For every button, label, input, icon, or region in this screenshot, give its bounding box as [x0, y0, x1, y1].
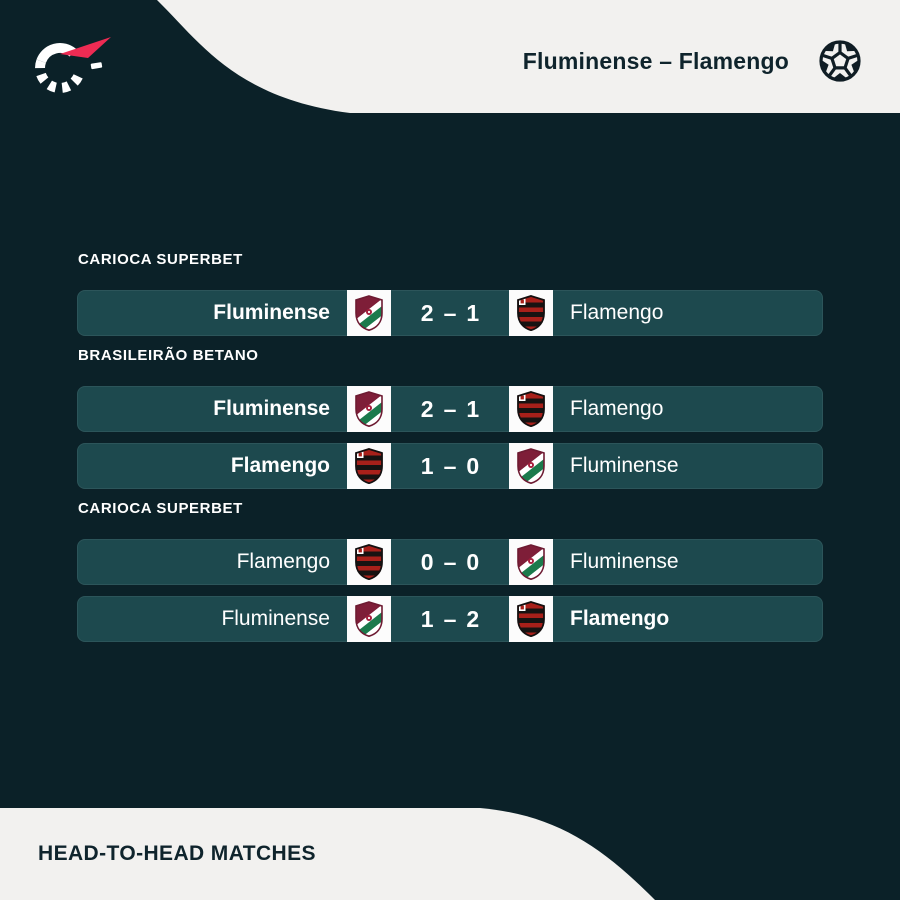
home-team-crest-badge [347, 386, 391, 432]
fluminense-crest-icon [354, 391, 384, 427]
home-team-name: Flamengo [230, 454, 330, 477]
match-row[interactable]: Flamengo 0 – 0 Fluminense [77, 539, 823, 585]
home-team-name: Flamengo [236, 550, 330, 573]
section-label: CARIOCA SUPERBET [78, 251, 243, 268]
bottom-panel-shape [0, 808, 655, 900]
match-row[interactable]: Fluminense 2 – 1 Flamengo [77, 386, 823, 432]
home-team-crest-badge [347, 596, 391, 642]
away-score: 0 [466, 452, 480, 479]
score-dash: – [443, 299, 457, 326]
away-team-name: Flamengo [570, 301, 664, 324]
section-carioca-superbet-2: CARIOCA SUPERBET Flamengo 0 – 0 Fluminen… [77, 500, 823, 642]
score-dash: – [443, 452, 457, 479]
home-team-name: Fluminense [213, 301, 330, 324]
score: 2 – 1 [391, 290, 509, 336]
away-score: 1 [466, 299, 480, 326]
page-title: Fluminense – Flamengo [522, 47, 789, 74]
football-icon [819, 40, 861, 82]
fluminense-crest-icon [354, 601, 384, 637]
flamengo-crest-icon [516, 601, 546, 637]
home-team-crest-badge [347, 290, 391, 336]
home-team-crest-badge [347, 443, 391, 489]
away-team-name: Flamengo [570, 397, 664, 420]
away-team-name: Fluminense [570, 550, 679, 573]
score: 1 – 0 [391, 443, 509, 489]
score-dash: – [443, 605, 457, 632]
section-label: CARIOCA SUPERBET [78, 500, 243, 517]
home-team-name: Fluminense [213, 397, 330, 420]
logo-needle [60, 37, 111, 58]
home-score: 0 [420, 548, 434, 575]
home-score: 2 [420, 395, 434, 422]
away-score: 0 [466, 548, 480, 575]
home-team-name: Fluminense [221, 607, 330, 630]
away-team-crest-badge [509, 539, 553, 585]
sofascore-logo [35, 37, 111, 93]
fluminense-crest-icon [516, 448, 546, 484]
away-team-crest-badge [509, 290, 553, 336]
section-label: BRASILEIRÃO BETANO [78, 347, 259, 364]
match-row[interactable]: Fluminense 2 – 1 Flamengo [77, 290, 823, 336]
home-score: 2 [420, 299, 434, 326]
away-team-name: Flamengo [570, 607, 670, 630]
away-score: 2 [466, 605, 480, 632]
match-row[interactable]: Flamengo 1 – 0 Fluminense [77, 443, 823, 489]
score: 2 – 1 [391, 386, 509, 432]
flamengo-crest-icon [516, 295, 546, 331]
match-list: CARIOCA SUPERBET Fluminense 2 – 1 Flamen… [77, 251, 823, 653]
score: 0 – 0 [391, 539, 509, 585]
away-team-crest-badge [509, 596, 553, 642]
flamengo-crest-icon [354, 544, 384, 580]
section-carioca-superbet-1: CARIOCA SUPERBET Fluminense 2 – 1 Flamen… [77, 251, 823, 336]
header: Fluminense – Flamengo [523, 37, 864, 85]
footer-title: HEAD-TO-HEAD MATCHES [38, 842, 316, 865]
flamengo-crest-icon [516, 391, 546, 427]
home-team-crest-badge [347, 539, 391, 585]
score: 1 – 2 [391, 596, 509, 642]
away-team-crest-badge [509, 386, 553, 432]
home-score: 1 [420, 452, 434, 479]
flamengo-crest-icon [354, 448, 384, 484]
score-dash: – [443, 548, 457, 575]
home-score: 1 [420, 605, 434, 632]
away-score: 1 [466, 395, 480, 422]
top-panel-shape [157, 0, 900, 113]
fluminense-crest-icon [354, 295, 384, 331]
match-row[interactable]: Fluminense 1 – 2 Flamengo [77, 596, 823, 642]
away-team-crest-badge [509, 443, 553, 489]
section-brasileirao-betano: BRASILEIRÃO BETANO Fluminense 2 – 1 Flam… [77, 347, 823, 489]
fluminense-crest-icon [516, 544, 546, 580]
score-dash: – [443, 395, 457, 422]
away-team-name: Fluminense [570, 454, 679, 477]
